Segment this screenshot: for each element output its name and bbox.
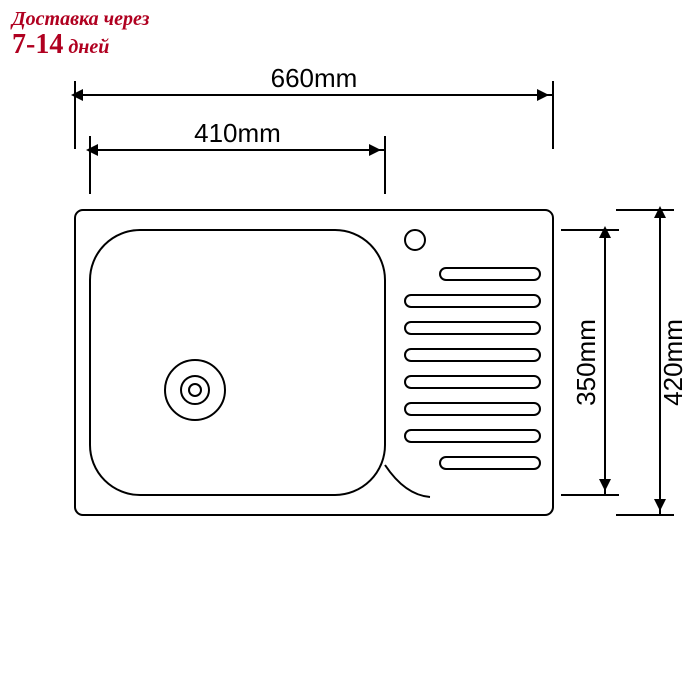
delivery-overlay: Доставка через 7-14 дней: [12, 8, 149, 61]
overlay-highlight: 7-14: [12, 29, 63, 60]
svg-text:350mm: 350mm: [571, 319, 601, 406]
sink-diagram: 660mm 410mm 350mm 420mm: [0, 0, 700, 700]
overlay-line1: Доставка через: [12, 8, 149, 30]
svg-text:410mm: 410mm: [194, 118, 281, 148]
svg-text:660mm: 660mm: [271, 63, 358, 93]
svg-text:420mm: 420mm: [658, 319, 688, 406]
overlay-line2-rest: дней: [63, 36, 109, 58]
